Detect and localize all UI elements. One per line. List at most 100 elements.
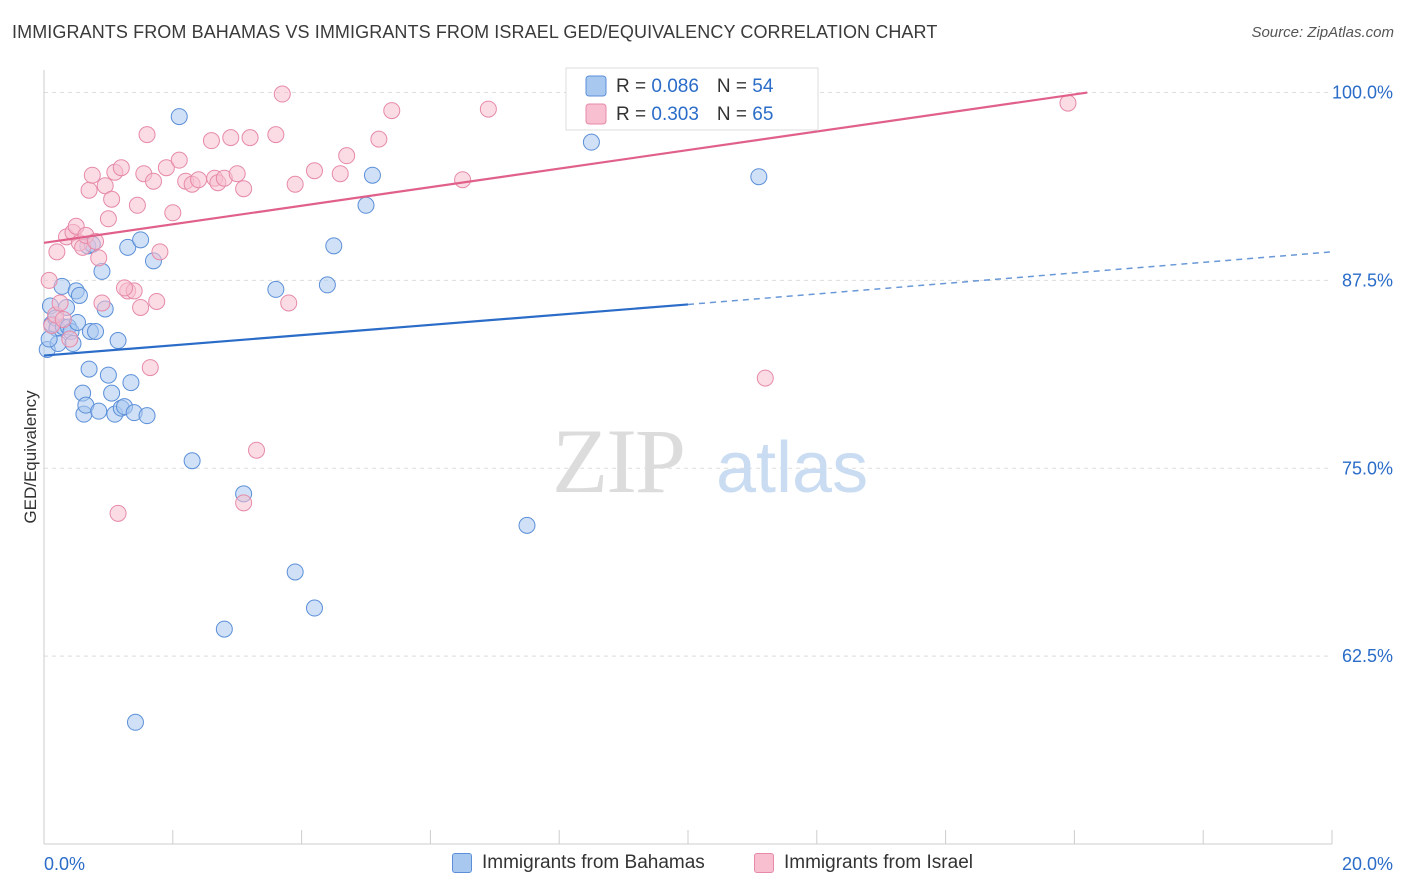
point-pink-30: [144, 172, 162, 190]
x-tick-labels: 0.0% 20.0%: [44, 854, 1393, 874]
point-pink-53: [305, 162, 323, 180]
point-blue-47: [325, 237, 343, 255]
legend-swatch-bahamas: [452, 853, 472, 873]
legend-swatch-pink: [585, 103, 607, 125]
point-pink-26: [132, 298, 150, 316]
point-pink-33: [157, 159, 175, 177]
point-blue-36: [132, 231, 150, 249]
point-pink-32: [151, 243, 169, 261]
watermark-atlas: atlas: [716, 428, 868, 508]
point-pink-15: [90, 249, 108, 267]
point-blue-49: [363, 166, 381, 184]
point-blue-43: [267, 280, 285, 298]
point-pink-52: [286, 175, 304, 193]
point-pink-6: [61, 330, 79, 348]
point-pink-3: [48, 243, 66, 261]
y-tick-label-3: 62.5%: [1342, 646, 1393, 666]
point-pink-19: [103, 190, 121, 208]
point-blue-19: [80, 360, 98, 378]
legend-r-label-2: R =: [616, 104, 651, 125]
point-pink-43: [222, 129, 240, 147]
point-pink-16: [93, 294, 111, 312]
legend-item-israel: Immigrants from Israel: [754, 852, 973, 874]
point-blue-33: [122, 374, 140, 392]
point-pink-47: [248, 441, 266, 459]
point-blue-26: [99, 366, 117, 384]
point-pink-34: [164, 204, 182, 222]
point-blue-32: [119, 238, 137, 256]
point-pink-35: [170, 151, 188, 169]
trend-line-pink: [43, 91, 1088, 244]
data-points: [38, 85, 1077, 731]
point-blue-52: [750, 168, 768, 186]
y-tick-label-0: 100.0%: [1332, 83, 1393, 103]
point-blue-27: [103, 384, 121, 402]
point-pink-45: [235, 180, 253, 198]
point-blue-40: [183, 452, 201, 470]
point-blue-41: [215, 620, 233, 638]
point-pink-59: [479, 100, 497, 118]
point-blue-51: [582, 133, 600, 151]
point-pink-22: [112, 159, 130, 177]
y-tick-label-2: 75.0%: [1342, 458, 1393, 478]
legend-r-value-2: 0.303: [651, 104, 699, 125]
legend-n-value-2: 65: [752, 104, 773, 125]
point-pink-64: [116, 279, 133, 297]
point-blue-45: [305, 599, 323, 617]
point-pink-49: [267, 126, 285, 144]
point-pink-28: [138, 126, 156, 144]
point-pink-12: [80, 181, 98, 199]
point-pink-25: [128, 196, 146, 214]
point-pink-18: [99, 210, 117, 228]
legend-item-bahamas: Immigrants from Bahamas: [452, 852, 705, 874]
point-pink-51: [280, 294, 298, 312]
legend-label-israel: Immigrants from Israel: [784, 852, 973, 873]
point-pink-46: [241, 129, 259, 147]
watermark: ZIP atlas: [552, 410, 868, 512]
point-pink-57: [383, 102, 401, 120]
point-pink-38: [190, 171, 208, 189]
point-pink-61: [756, 369, 774, 387]
x-tick-label-1: 20.0%: [1342, 854, 1393, 874]
point-pink-58: [454, 171, 472, 189]
legend-row-2: R = 0.303 N = 65: [616, 104, 773, 125]
point-pink-0: [40, 271, 58, 289]
point-blue-22: [87, 323, 105, 341]
source-label: Source: ZipAtlas.com: [1251, 24, 1394, 41]
point-pink-54: [331, 165, 349, 183]
y-tick-label-1: 87.5%: [1342, 270, 1393, 290]
point-blue-14: [70, 286, 88, 304]
y-axis-label: GED/Equivalency: [21, 390, 40, 524]
x-axis-ticks: [43, 830, 1333, 844]
point-pink-21: [109, 504, 127, 522]
y-tick-labels: 100.0% 87.5% 75.0% 62.5%: [1332, 83, 1393, 667]
point-pink-4: [54, 310, 72, 328]
point-pink-62: [1059, 94, 1077, 112]
point-pink-56: [370, 130, 388, 148]
legend-row-1: R = 0.086 N = 54: [616, 76, 774, 97]
point-blue-50: [518, 516, 536, 534]
point-pink-50: [273, 85, 291, 103]
series-legend: Immigrants from Bahamas Immigrants from …: [0, 850, 1406, 880]
trend-extension-blue: [687, 251, 1333, 306]
point-pink-48: [235, 494, 253, 512]
point-blue-44: [286, 563, 304, 581]
legend-label-bahamas: Immigrants from Bahamas: [482, 852, 705, 873]
point-pink-14: [87, 232, 105, 250]
legend-n-label-2: N =: [717, 104, 752, 125]
point-pink-63: [51, 294, 69, 312]
point-pink-55: [338, 147, 356, 165]
point-pink-39: [202, 132, 220, 150]
point-pink-13: [83, 166, 101, 184]
trend-lines: [43, 91, 1333, 357]
x-tick-label-0: 0.0%: [44, 854, 85, 874]
correlation-legend: R = 0.086 N = 54 R = 0.303 N = 65: [565, 67, 819, 131]
legend-n-value-1: 54: [752, 76, 774, 97]
watermark-zip: ZIP: [552, 410, 684, 512]
legend-swatch-blue: [585, 75, 607, 97]
point-blue-39: [170, 108, 188, 126]
legend-r-label-1: R =: [616, 76, 651, 97]
legend-n-label-1: N =: [717, 76, 752, 97]
point-blue-29: [109, 332, 127, 350]
